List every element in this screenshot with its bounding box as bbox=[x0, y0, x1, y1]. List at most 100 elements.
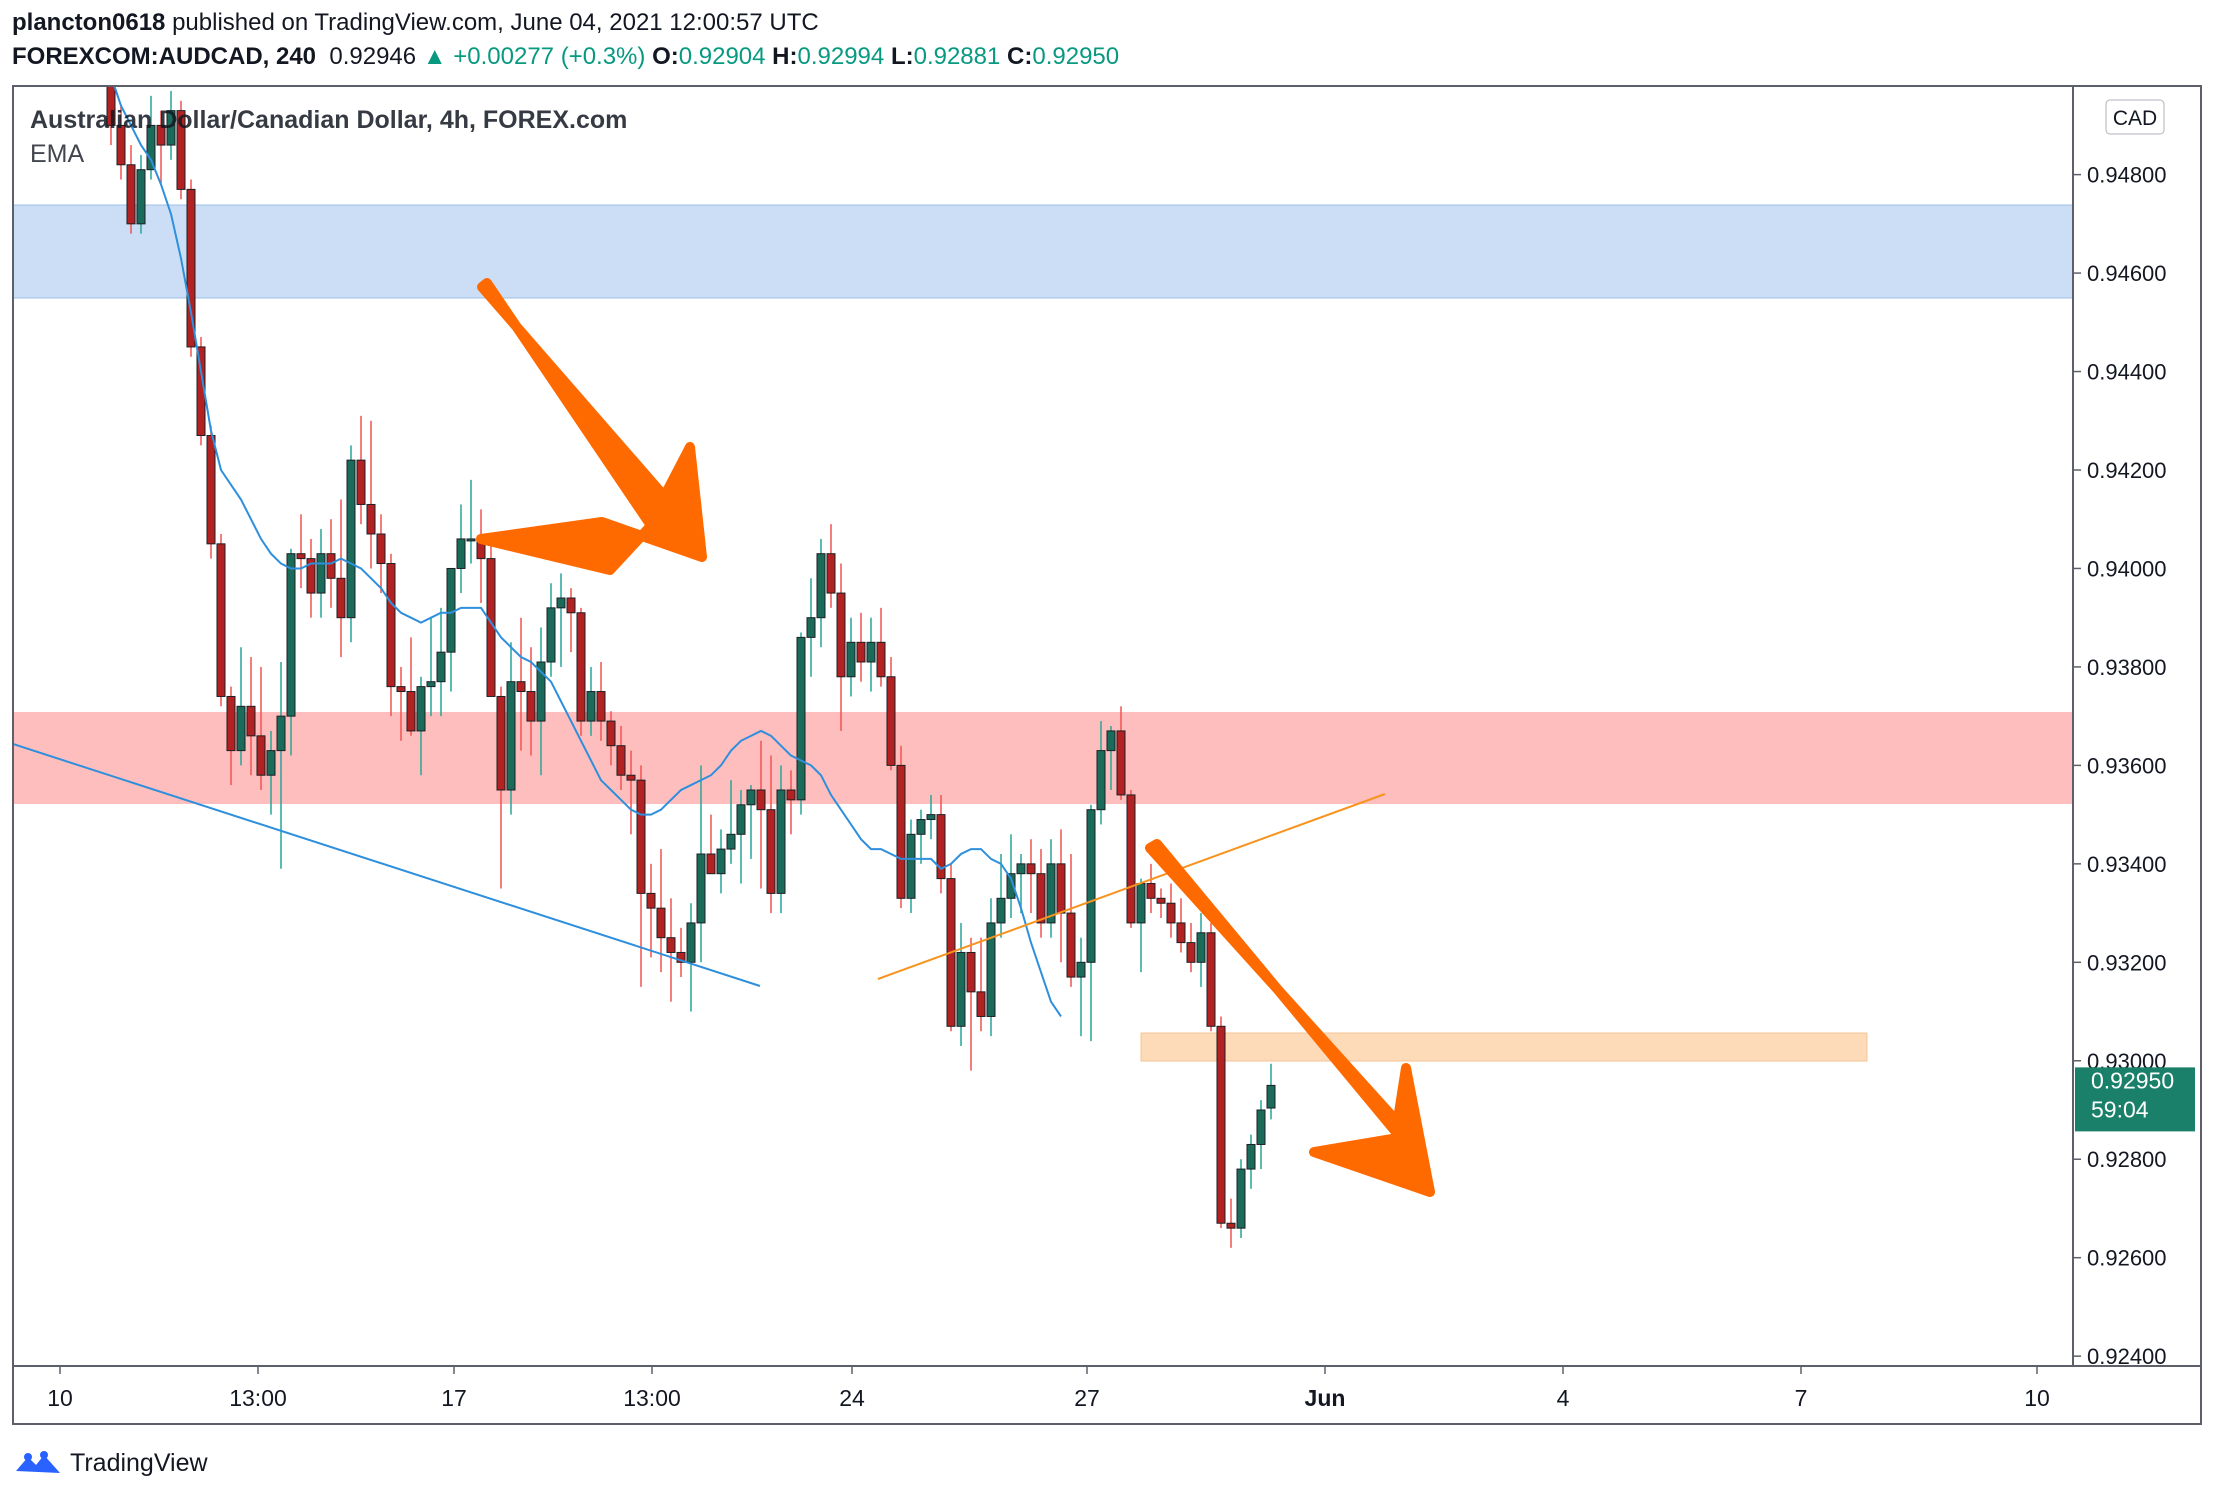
down-arrow-1[interactable] bbox=[476, 278, 707, 575]
candle[interactable] bbox=[626, 750, 636, 835]
candle[interactable] bbox=[406, 637, 416, 736]
candle[interactable] bbox=[836, 563, 846, 731]
candle[interactable] bbox=[666, 898, 676, 1002]
candle[interactable] bbox=[546, 583, 556, 677]
candle[interactable] bbox=[1016, 854, 1026, 914]
candle[interactable] bbox=[1086, 804, 1096, 1042]
candle[interactable] bbox=[426, 617, 436, 717]
candle[interactable] bbox=[246, 657, 256, 776]
candle[interactable] bbox=[186, 179, 196, 357]
candle[interactable] bbox=[1266, 1063, 1276, 1120]
candle[interactable] bbox=[766, 755, 776, 914]
candle[interactable] bbox=[366, 420, 376, 569]
candle[interactable] bbox=[1056, 829, 1066, 963]
candle[interactable] bbox=[1236, 1159, 1246, 1238]
candle[interactable] bbox=[206, 425, 216, 559]
candle[interactable] bbox=[956, 922, 966, 1046]
candle[interactable] bbox=[816, 538, 826, 648]
candle[interactable] bbox=[986, 898, 996, 1037]
candle[interactable] bbox=[1186, 922, 1196, 973]
candle[interactable] bbox=[936, 794, 946, 894]
candle[interactable] bbox=[576, 607, 586, 736]
currency-button[interactable] bbox=[2105, 99, 2165, 135]
candle[interactable] bbox=[846, 617, 856, 697]
candle[interactable] bbox=[276, 662, 286, 869]
candle[interactable] bbox=[536, 627, 546, 776]
candle[interactable] bbox=[296, 514, 306, 589]
candle[interactable] bbox=[1066, 854, 1076, 987]
candle[interactable] bbox=[566, 588, 576, 653]
candle[interactable] bbox=[396, 666, 406, 741]
candle[interactable] bbox=[756, 740, 766, 889]
candle[interactable] bbox=[996, 854, 1006, 938]
candle[interactable] bbox=[786, 770, 796, 835]
candle[interactable] bbox=[1226, 1198, 1236, 1248]
candle[interactable] bbox=[146, 95, 156, 180]
candle[interactable] bbox=[866, 617, 876, 692]
candle[interactable] bbox=[1166, 883, 1176, 938]
candle[interactable] bbox=[1036, 849, 1046, 938]
candle[interactable] bbox=[856, 612, 866, 682]
candle[interactable] bbox=[526, 647, 536, 756]
candle[interactable] bbox=[436, 607, 446, 717]
candle[interactable] bbox=[896, 745, 906, 909]
candle[interactable] bbox=[946, 863, 956, 1032]
candle[interactable] bbox=[776, 765, 786, 914]
tradingview-brand[interactable]: TradingView bbox=[70, 1448, 208, 1477]
candle[interactable] bbox=[386, 553, 396, 717]
candle[interactable] bbox=[456, 504, 466, 594]
publisher-name[interactable]: plancton0618 bbox=[12, 9, 166, 36]
candle[interactable] bbox=[586, 666, 596, 736]
candle[interactable] bbox=[126, 145, 136, 234]
candle[interactable] bbox=[966, 937, 976, 1071]
candle[interactable] bbox=[1116, 706, 1126, 800]
candle[interactable] bbox=[286, 548, 296, 756]
candle[interactable] bbox=[336, 499, 346, 658]
candle[interactable] bbox=[1106, 726, 1116, 790]
candle[interactable] bbox=[226, 686, 236, 786]
candle[interactable] bbox=[416, 676, 426, 776]
candle[interactable] bbox=[806, 578, 816, 677]
candle[interactable] bbox=[796, 632, 806, 815]
candle[interactable] bbox=[266, 730, 276, 815]
candle[interactable] bbox=[236, 647, 246, 766]
candle[interactable] bbox=[1026, 839, 1036, 914]
descending-trendline[interactable] bbox=[13, 743, 761, 987]
candle[interactable] bbox=[1256, 1100, 1266, 1170]
candle[interactable] bbox=[1096, 721, 1106, 825]
price-axis[interactable] bbox=[2072, 85, 2202, 1367]
candle[interactable] bbox=[696, 765, 706, 963]
candle[interactable] bbox=[706, 814, 716, 875]
candle[interactable] bbox=[1156, 888, 1166, 918]
candle[interactable] bbox=[1136, 878, 1146, 973]
candle[interactable] bbox=[256, 666, 266, 790]
candle[interactable] bbox=[886, 657, 896, 771]
candle[interactable] bbox=[746, 785, 756, 859]
rising-trendline[interactable] bbox=[877, 793, 1386, 980]
candle[interactable] bbox=[1006, 834, 1016, 918]
candle[interactable] bbox=[106, 66, 116, 146]
candle[interactable] bbox=[686, 903, 696, 1012]
candle[interactable] bbox=[306, 538, 316, 618]
candle[interactable] bbox=[1146, 863, 1156, 914]
candle[interactable] bbox=[1126, 790, 1136, 928]
candle[interactable] bbox=[926, 794, 936, 840]
candle[interactable] bbox=[496, 686, 506, 889]
candle[interactable] bbox=[826, 524, 836, 608]
candle[interactable] bbox=[656, 849, 666, 973]
candle[interactable] bbox=[1046, 839, 1056, 938]
candle[interactable] bbox=[1246, 1134, 1256, 1189]
candle[interactable] bbox=[726, 780, 736, 864]
candle[interactable] bbox=[676, 927, 686, 978]
candle[interactable] bbox=[356, 415, 366, 525]
candle[interactable] bbox=[476, 509, 486, 603]
candle[interactable] bbox=[1176, 898, 1186, 953]
candle[interactable] bbox=[176, 100, 186, 200]
candle[interactable] bbox=[446, 567, 456, 692]
candle[interactable] bbox=[1216, 1016, 1226, 1229]
candle[interactable] bbox=[876, 607, 886, 687]
candle[interactable] bbox=[906, 819, 916, 914]
down-arrow-2[interactable] bbox=[1145, 839, 1435, 1197]
candle[interactable] bbox=[506, 642, 516, 815]
